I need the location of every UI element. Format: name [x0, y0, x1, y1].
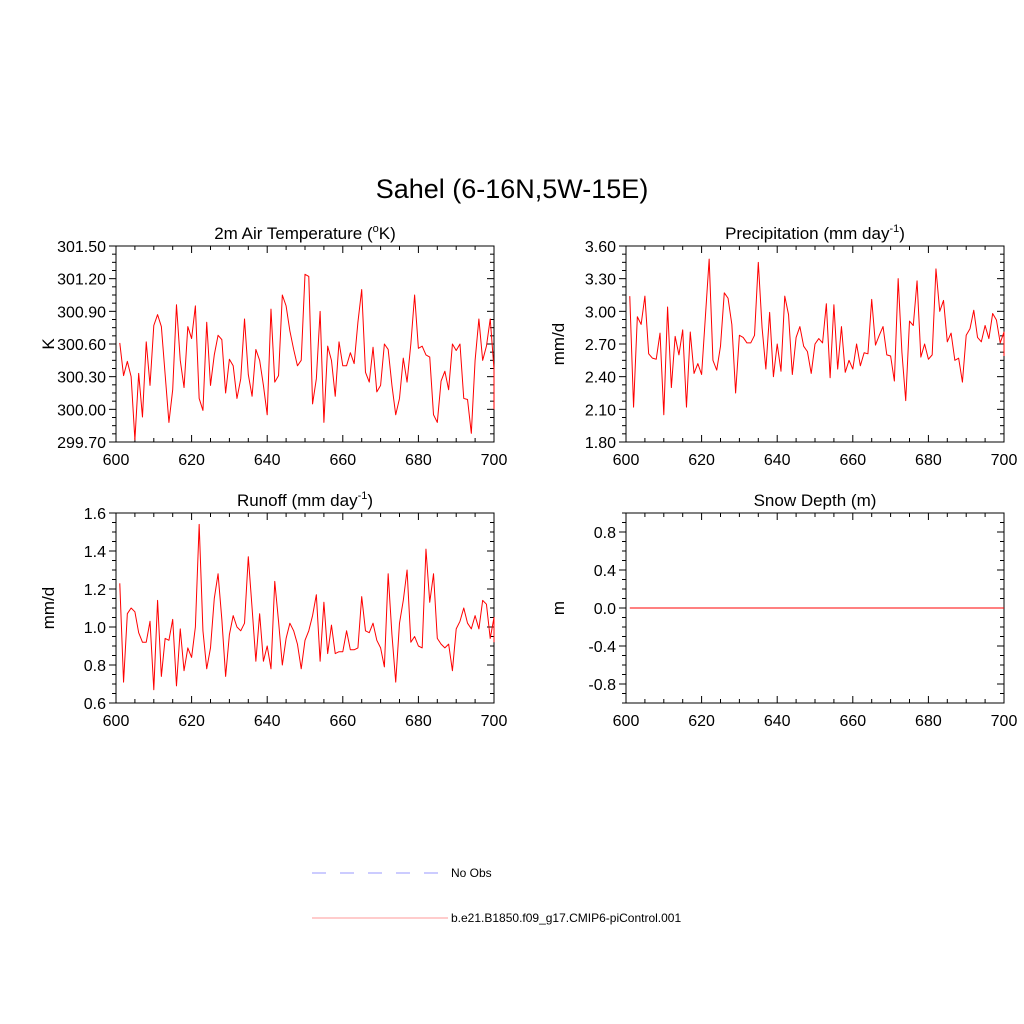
y-tick-label: 0.6 — [84, 696, 106, 713]
x-tick-label: 620 — [688, 452, 715, 469]
x-tick-label: 680 — [915, 452, 942, 469]
y-tick-label: 300.60 — [57, 337, 106, 354]
y-axis-label: K — [39, 338, 58, 350]
legend: No Obs b.e21.B1850.f09_g17.CMIP6-piContr… — [312, 866, 681, 925]
y-axis-label: m — [549, 601, 568, 615]
panel-title: Runoff (mm day-1) — [237, 490, 373, 510]
x-tick-label: 700 — [991, 713, 1018, 730]
panel-title: 2m Air Temperature (oK) — [214, 223, 396, 243]
plot-frame — [115, 512, 495, 704]
series-line — [629, 258, 1005, 416]
y-tick-label: 1.0 — [84, 620, 106, 637]
x-tick-label: 680 — [405, 713, 432, 730]
x-tick-label: 620 — [178, 452, 205, 469]
y-tick-label: 300.00 — [57, 402, 106, 419]
x-tick-label: 680 — [915, 713, 942, 730]
y-tick-label: 0.8 — [594, 525, 616, 542]
figure-title: Sahel (6-16N,5W-15E) — [376, 174, 649, 204]
x-tick-label: 660 — [329, 713, 356, 730]
y-tick-label: 300.30 — [57, 370, 106, 387]
x-tick-label: 680 — [405, 452, 432, 469]
panel-snow-depth: Snow Depth (m) m 600 620 640 660 680 700 -0.8 -0.… — [549, 491, 1017, 730]
y-tick-label: 300.90 — [57, 304, 106, 321]
y-tick-label: -0.8 — [588, 677, 616, 694]
x-tick-label: 660 — [839, 452, 866, 469]
legend-label-obs: No Obs — [451, 866, 492, 880]
y-tick-label: 0.0 — [594, 601, 616, 618]
y-tick-label: 2.10 — [585, 402, 616, 419]
y-tick-label: 0.8 — [84, 658, 106, 675]
x-tick-label: 600 — [103, 452, 130, 469]
x-tick-label: 700 — [481, 452, 508, 469]
x-tick-label: 640 — [254, 713, 281, 730]
x-tick-label: 660 — [839, 713, 866, 730]
x-tick-label: 600 — [103, 713, 130, 730]
y-tick-label: 1.80 — [585, 435, 616, 452]
x-tick-label: 640 — [764, 713, 791, 730]
x-tick-label: 640 — [764, 452, 791, 469]
y-axis-label: mm/d — [39, 587, 58, 630]
y-tick-label: 301.50 — [57, 239, 106, 256]
series-line — [119, 523, 495, 691]
y-tick-label: 2.70 — [585, 337, 616, 354]
panel-title: Precipitation (mm day-1) — [725, 223, 905, 243]
x-tick-label: 600 — [613, 713, 640, 730]
panel-precipitation: Precipitation (mm day-1) mm/d 600 620 640 660… — [549, 223, 1017, 469]
y-tick-label: 299.70 — [57, 435, 106, 452]
y-axis-label: mm/d — [549, 323, 568, 366]
panel-runoff: Runoff (mm day-1) mm/d 600 620 640 660 680 700 0… — [39, 490, 507, 730]
panel-title: Snow Depth (m) — [754, 491, 877, 510]
y-tick-label: 3.30 — [585, 272, 616, 289]
y-tick-label: 3.00 — [585, 304, 616, 321]
x-tick-label: 620 — [178, 713, 205, 730]
y-tick-label: -0.4 — [588, 639, 616, 656]
x-tick-label: 700 — [991, 452, 1018, 469]
y-tick-label: 2.40 — [585, 370, 616, 387]
y-tick-label: 3.60 — [585, 239, 616, 256]
y-tick-label: 301.20 — [57, 272, 106, 289]
y-tick-label: 1.2 — [84, 582, 106, 599]
y-tick-label: 0.4 — [594, 563, 616, 580]
x-tick-label: 700 — [481, 713, 508, 730]
y-tick-label: 1.4 — [84, 544, 106, 561]
legend-label-model: b.e21.B1850.f09_g17.CMIP6-piControl.001 — [451, 911, 681, 925]
x-tick-label: 600 — [613, 452, 640, 469]
x-tick-label: 640 — [254, 452, 281, 469]
x-tick-label: 660 — [329, 452, 356, 469]
series-line — [119, 273, 495, 441]
x-tick-label: 620 — [688, 713, 715, 730]
y-tick-label: 1.6 — [84, 506, 106, 523]
panel-air-temperature: 2m Air Temperature (oK) K 600 620 640 660 680 7… — [39, 223, 507, 469]
